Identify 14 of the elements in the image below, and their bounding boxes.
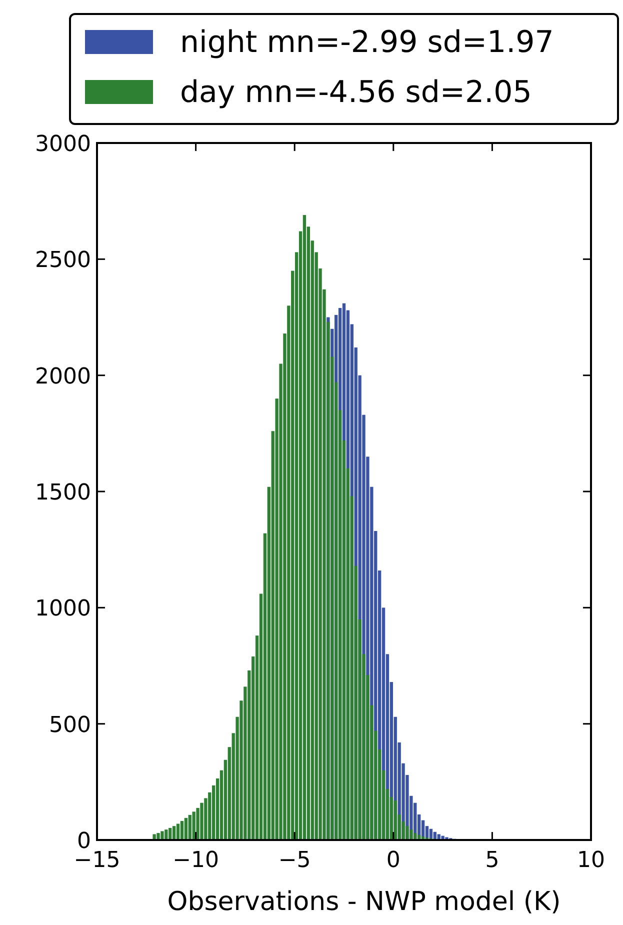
x-tick-label: −10 xyxy=(172,848,220,873)
y-tick-label: 1500 xyxy=(35,480,91,506)
x-axis-title: Observations - NWP model (K) xyxy=(167,887,561,917)
x-tick-label: 10 xyxy=(577,848,605,873)
legend-label: night mn=-2.99 sd=1.97 xyxy=(180,25,554,60)
x-tick-label: 0 xyxy=(386,848,400,873)
x-tick-label: 5 xyxy=(485,848,500,873)
y-tick-label: 1000 xyxy=(35,596,91,622)
y-tick-label: 3000 xyxy=(35,132,91,157)
y-tick-label: 2000 xyxy=(35,364,91,390)
legend-label: day mn=-4.56 sd=2.05 xyxy=(180,75,532,110)
y-tick-label: 2500 xyxy=(35,248,91,274)
x-tick-label: −5 xyxy=(278,848,311,873)
y-tick-label: 500 xyxy=(49,712,91,738)
